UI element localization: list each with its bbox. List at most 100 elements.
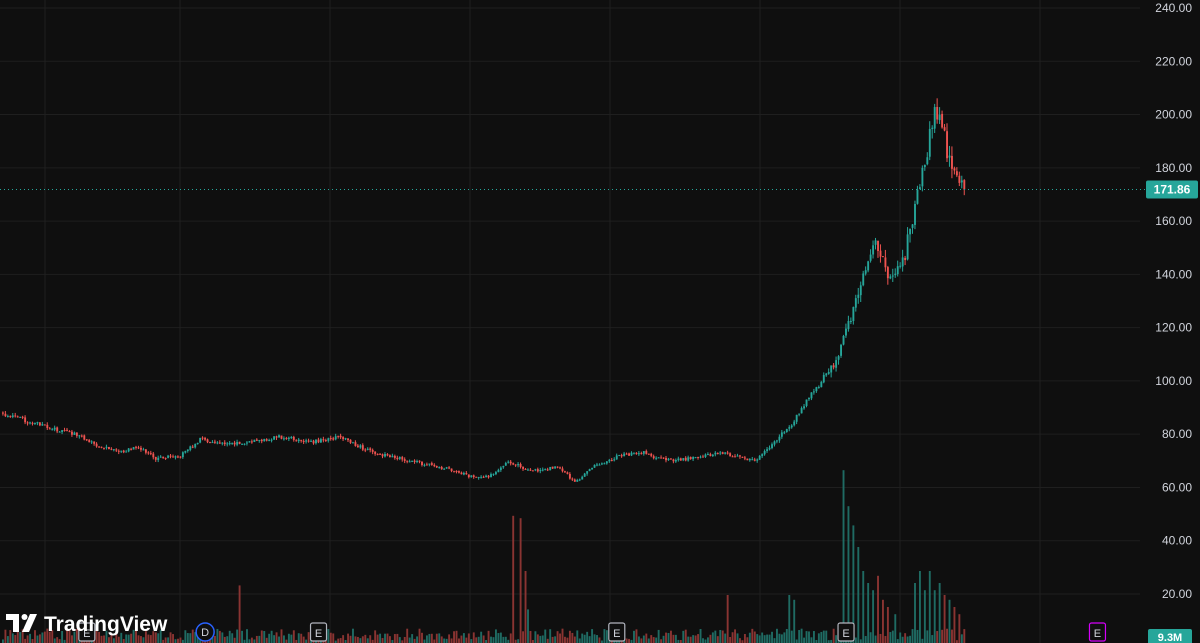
candle[interactable] [297,437,300,444]
candle[interactable] [137,445,140,450]
candle[interactable] [265,438,268,442]
candle[interactable] [21,415,24,420]
candle[interactable] [467,474,470,479]
candle[interactable] [263,438,266,442]
candle[interactable] [142,447,145,451]
candle[interactable] [423,463,426,467]
candle[interactable] [315,439,317,445]
candle[interactable] [667,457,670,461]
candle[interactable] [381,453,384,459]
candle[interactable] [236,439,239,447]
candle[interactable] [731,455,734,458]
candle[interactable] [312,439,315,445]
candle[interactable] [462,471,465,476]
candle[interactable] [593,464,596,468]
candle[interactable] [48,426,51,430]
candle[interactable] [322,436,325,443]
candle[interactable] [302,439,305,445]
candle[interactable] [71,429,73,437]
candle[interactable] [75,432,78,438]
candle[interactable] [112,449,115,452]
candle[interactable] [162,456,165,459]
candle[interactable] [761,453,764,459]
candle[interactable] [226,441,229,447]
candle[interactable] [398,456,401,461]
candle[interactable] [53,425,56,432]
candle[interactable] [586,471,589,476]
candle[interactable] [706,452,709,456]
candle[interactable] [531,470,534,472]
candle[interactable] [955,167,958,178]
candle[interactable] [512,462,515,466]
candle[interactable] [869,249,872,263]
candle[interactable] [416,459,419,464]
candle[interactable] [389,454,391,458]
candle[interactable] [396,455,399,461]
candle[interactable] [61,430,64,435]
candle[interactable] [317,437,320,444]
candle[interactable] [527,468,529,471]
candle[interactable] [455,470,458,474]
candle[interactable] [78,435,81,439]
earnings-marker[interactable]: E [78,622,96,642]
candle[interactable] [223,440,226,447]
candle[interactable] [840,343,842,358]
candle[interactable] [583,472,586,477]
candle[interactable] [270,438,273,443]
candle[interactable] [825,372,828,377]
candle[interactable] [204,436,207,441]
candle[interactable] [374,451,377,456]
candle[interactable] [221,442,224,446]
candle[interactable] [16,415,19,418]
candle[interactable] [798,413,801,417]
candle[interactable] [670,458,672,460]
candlesticks[interactable] [2,98,966,482]
earnings-marker[interactable]: E [837,622,855,642]
candle[interactable] [88,438,91,443]
candle[interactable] [499,466,502,472]
candle[interactable] [403,457,406,464]
candle[interactable] [820,380,823,388]
candle[interactable] [425,462,428,466]
candle[interactable] [19,416,22,418]
candle[interactable] [655,456,658,461]
candle[interactable] [43,424,46,426]
candle[interactable] [517,462,520,468]
candle[interactable] [218,440,221,444]
candle[interactable] [83,434,86,441]
candle[interactable] [923,164,926,171]
candle[interactable] [719,450,722,456]
earnings_future-marker[interactable]: E [1088,622,1107,642]
candle[interactable] [776,439,778,444]
candle[interactable] [815,386,818,393]
candle[interactable] [144,448,147,455]
candle[interactable] [66,427,68,432]
candle[interactable] [603,462,606,465]
candle[interactable] [827,368,830,375]
candle[interactable] [408,459,411,463]
candle[interactable] [2,411,4,416]
candle[interactable] [172,454,174,458]
candle[interactable] [376,453,379,456]
candle[interactable] [448,466,451,470]
candle[interactable] [480,475,483,479]
candle[interactable] [191,444,194,449]
candle[interactable] [246,441,248,446]
candle[interactable] [918,184,921,190]
candle[interactable] [704,453,707,458]
candle[interactable] [117,449,120,455]
candle[interactable] [307,438,310,443]
candle[interactable] [943,124,946,132]
candle[interactable] [125,449,128,453]
candle[interactable] [647,453,650,455]
candle[interactable] [874,237,877,250]
candle[interactable] [41,421,44,426]
candle[interactable] [554,466,557,470]
candle[interactable] [753,457,756,462]
candle[interactable] [544,468,547,471]
candle[interactable] [674,458,677,463]
candle[interactable] [652,454,655,460]
candle[interactable] [581,475,584,480]
candle[interactable] [697,456,700,460]
candle[interactable] [793,419,796,427]
